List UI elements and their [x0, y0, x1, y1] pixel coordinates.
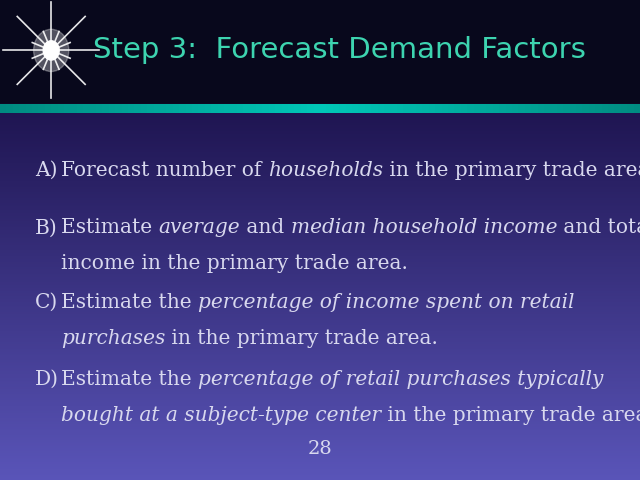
Text: C): C) [35, 293, 58, 312]
Text: in the primary trade area.: in the primary trade area. [381, 406, 640, 425]
Text: in the primary trade area.: in the primary trade area. [383, 161, 640, 180]
Text: Estimate the: Estimate the [61, 370, 198, 389]
Text: median household income: median household income [291, 218, 557, 238]
Text: A): A) [35, 161, 58, 180]
Text: purchases: purchases [61, 329, 165, 348]
Text: Forecast number of: Forecast number of [61, 161, 268, 180]
Text: income in the primary trade area.: income in the primary trade area. [61, 254, 408, 274]
Text: and total: and total [557, 218, 640, 238]
Text: and: and [240, 218, 291, 238]
Text: Step 3:  Forecast Demand Factors: Step 3: Forecast Demand Factors [93, 36, 586, 64]
Text: average: average [158, 218, 240, 238]
Text: 28: 28 [308, 441, 332, 458]
Text: Estimate: Estimate [61, 218, 158, 238]
Text: B): B) [35, 218, 58, 238]
Text: bought at a subject-type center: bought at a subject-type center [61, 406, 381, 425]
Text: households: households [268, 161, 383, 180]
Text: D): D) [35, 370, 60, 389]
Text: Estimate the: Estimate the [61, 293, 198, 312]
Text: percentage of retail purchases typically: percentage of retail purchases typically [198, 370, 603, 389]
Text: percentage of income spent on retail: percentage of income spent on retail [198, 293, 574, 312]
Text: in the primary trade area.: in the primary trade area. [165, 329, 438, 348]
Ellipse shape [34, 29, 69, 72]
Ellipse shape [44, 41, 60, 60]
